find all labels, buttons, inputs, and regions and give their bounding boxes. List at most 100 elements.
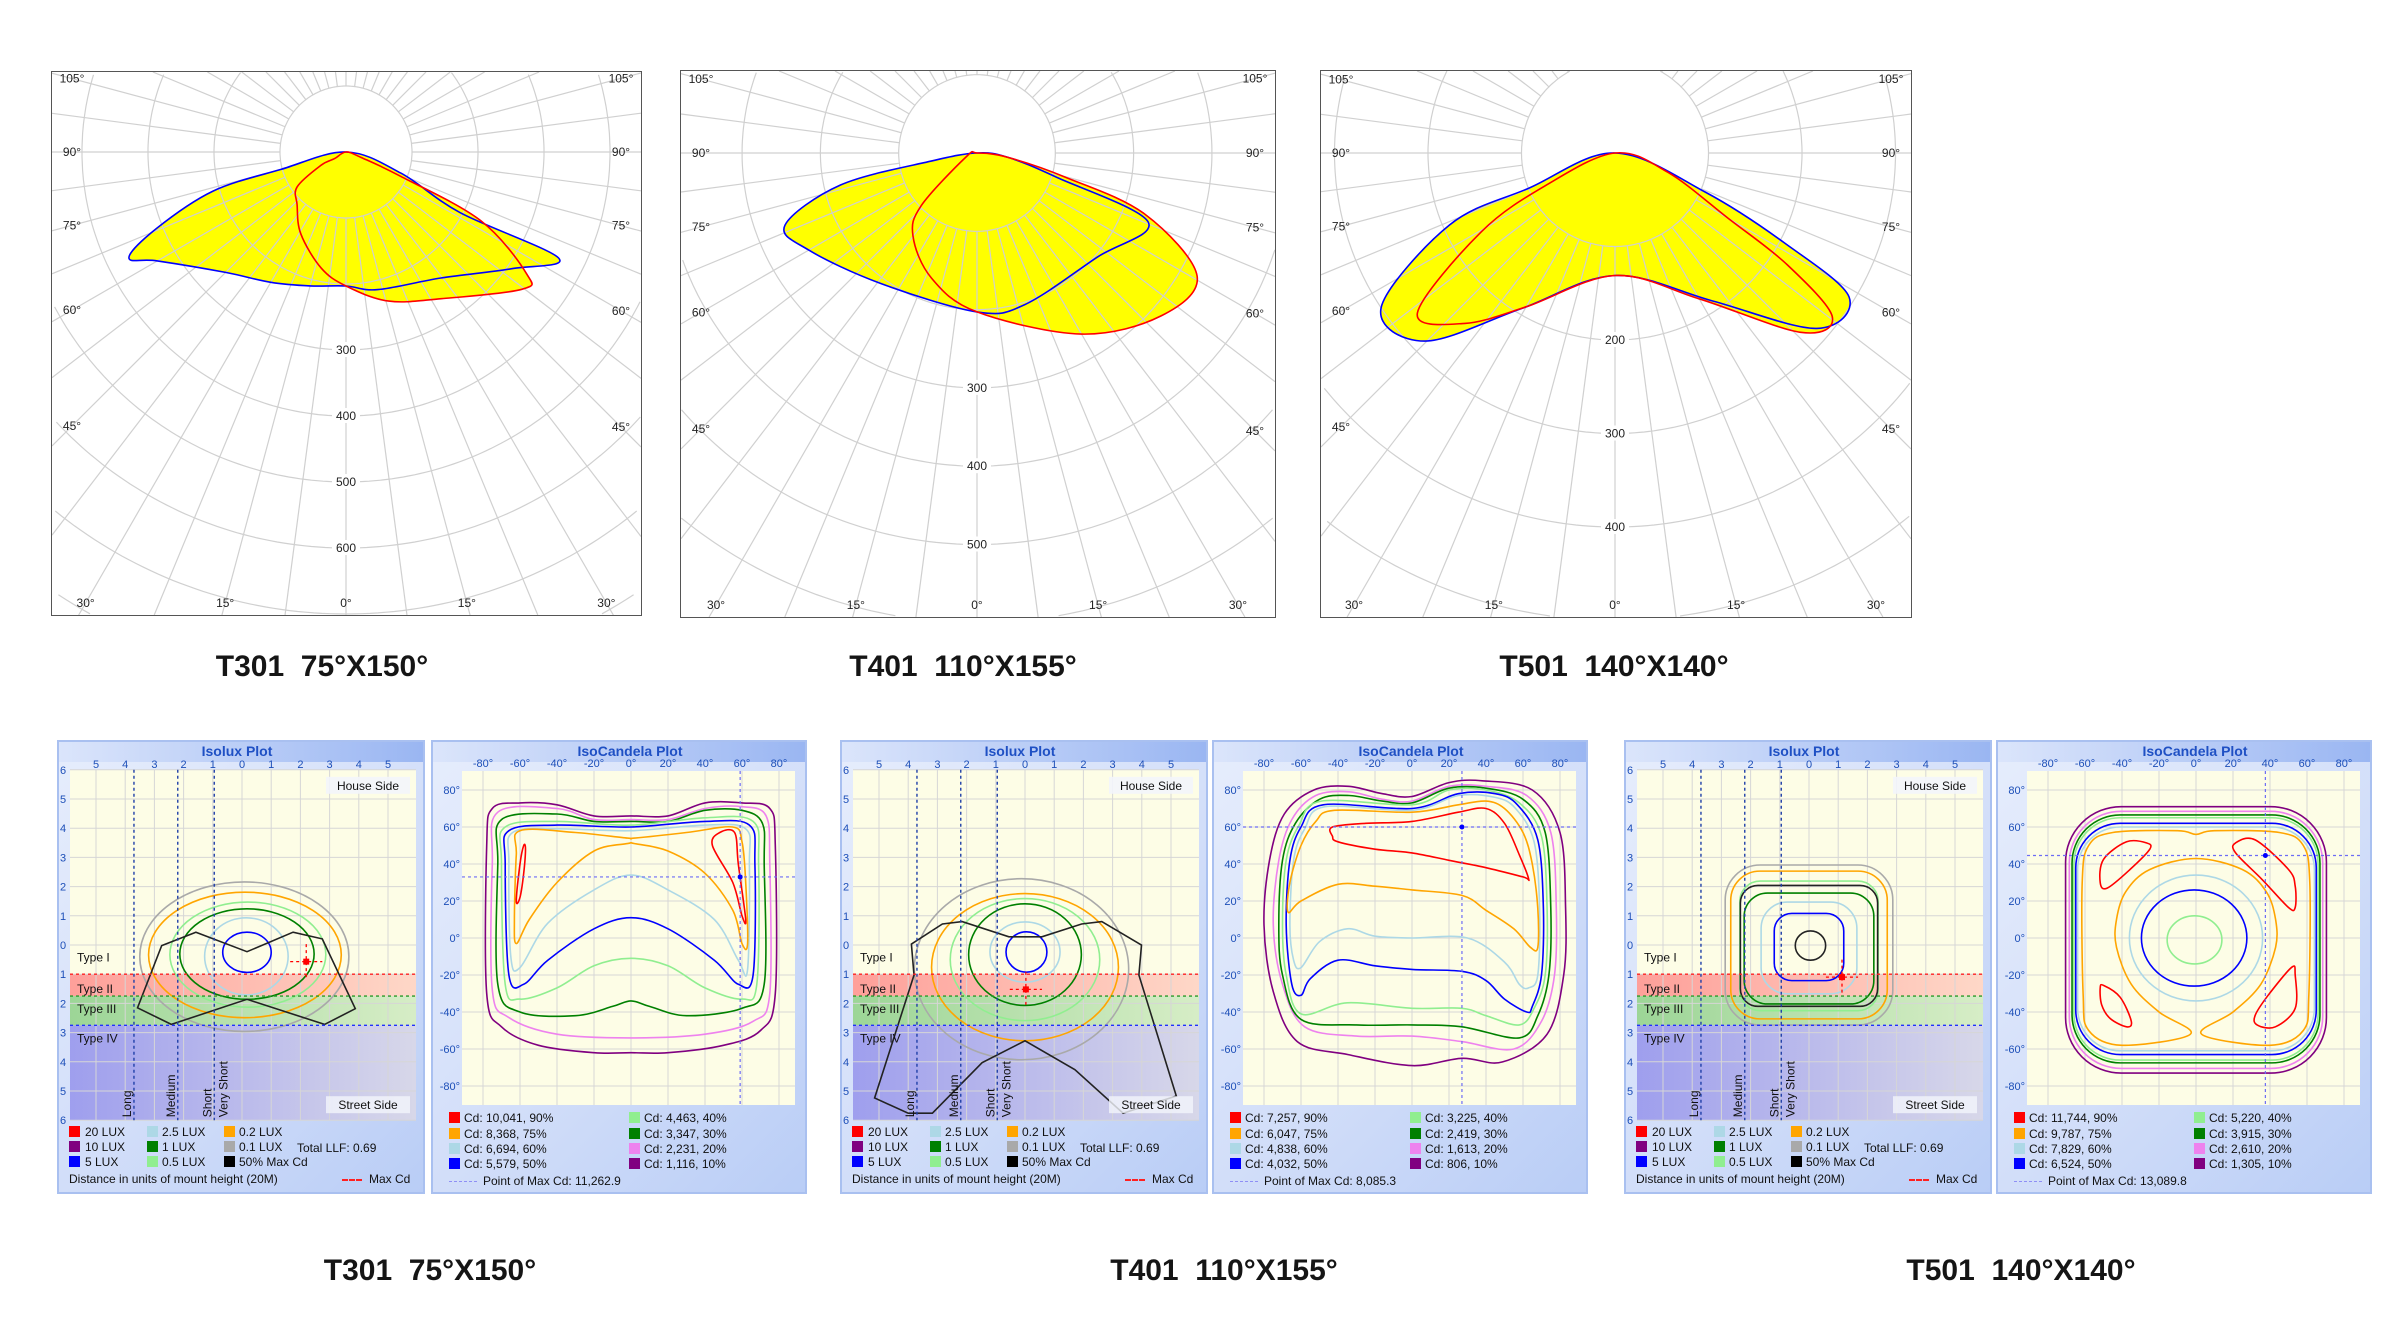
ring-label-bg (332, 408, 360, 423)
title-bar (433, 742, 805, 762)
isocandela-contour (711, 828, 747, 925)
grid-ring (81, 74, 611, 417)
grid-ray (1705, 73, 1911, 130)
angle-label: 90° (692, 146, 710, 160)
isocandela-contour (1328, 807, 1530, 882)
y-tick-label: -40° (440, 1007, 460, 1019)
grid-ray (1705, 176, 1911, 233)
legend-label: Cd: 1,116, 10% (644, 1157, 726, 1171)
angle-label: 30° (77, 596, 95, 610)
y-tick-label: 80° (2008, 785, 2025, 797)
legend-swatch (629, 1158, 640, 1169)
legend-swatch (449, 1143, 460, 1154)
x-tick-label: 3 (1718, 759, 1724, 771)
grid-ray (378, 208, 614, 615)
grid-ray (681, 73, 902, 134)
grid-ring (147, 74, 545, 351)
grid-ray (834, 71, 910, 115)
x-tick-label: 40° (697, 758, 714, 770)
angle-label: 30° (597, 596, 615, 610)
x-tick-label: 2 (181, 759, 187, 771)
y-tick-label: 2 (1627, 998, 1633, 1010)
street-side-label: Street Side (1905, 1098, 1965, 1112)
ring-label: 300 (336, 343, 356, 357)
legend-swatch (1410, 1128, 1421, 1139)
legend-swatch (1410, 1158, 1421, 1169)
legend-swatch (1230, 1128, 1241, 1139)
y-tick-label: 20° (2008, 896, 2025, 908)
legend-swatch (1007, 1141, 1018, 1152)
angle-label: 60° (612, 304, 630, 318)
ring-label-bg (332, 342, 360, 357)
legend-label: Cd: 2,231, 20% (644, 1142, 727, 1156)
max-cd-legend-label: Max Cd (369, 1172, 411, 1186)
legend-swatch (852, 1156, 863, 1167)
grid-ray (1038, 71, 1085, 106)
house-side-label: House Side (337, 779, 399, 793)
y-tick-label: -80° (440, 1081, 460, 1093)
y-tick-label: 40° (1224, 859, 1241, 871)
angle-label: 90° (1882, 146, 1900, 160)
max-cd-legend-label: Max Cd (1936, 1172, 1978, 1186)
legend-label: 0.5 LUX (945, 1155, 989, 1169)
legend-swatch (1791, 1156, 1802, 1167)
x-tick-label: 20° (660, 758, 677, 770)
y-tick-label: 0 (843, 940, 849, 952)
legend-swatch (147, 1126, 158, 1137)
grid-ray (334, 72, 338, 87)
grid-ray (681, 207, 923, 450)
legend-swatch (930, 1126, 941, 1137)
y-tick-label: 1 (60, 969, 66, 981)
ring-label-bg (963, 379, 991, 395)
caption-t501-bottom: T501 140°X140° (1906, 1254, 2136, 1287)
isocandela-contour (2231, 837, 2297, 912)
legend-label: 2.5 LUX (945, 1125, 989, 1139)
grid-ray (52, 184, 290, 323)
legend-swatch (2014, 1158, 2025, 1169)
caption-t401-bottom: T401 110°X155° (1110, 1254, 1338, 1287)
total-llf: Total LLF: 0.69 (1864, 1141, 1944, 1155)
y-tick-label: 6 (1627, 765, 1633, 777)
x-tick-label: 80° (1552, 758, 1569, 770)
y-tick-label: 60° (2008, 822, 2025, 834)
legend-swatch (1410, 1143, 1421, 1154)
max-cd-marker (303, 958, 310, 965)
legend-label: 10 LUX (1652, 1140, 1693, 1154)
grid-ray (1638, 243, 1740, 617)
grid-ray (1006, 225, 1170, 617)
x-tick-label: 20° (1441, 758, 1458, 770)
isocandela-contour (484, 800, 778, 1055)
y-tick-label: -80° (1221, 1081, 1241, 1093)
max-point-label: Point of Max Cd: 13,089.8 (2048, 1174, 2187, 1188)
caption-t401-top: T401 110°X155° (849, 650, 1077, 683)
x-tick-label: -40° (547, 758, 567, 770)
isocandela-contour (2074, 822, 2318, 1056)
grid-ray (1054, 113, 1275, 144)
ring-label-bg (332, 474, 360, 489)
legend-swatch (629, 1143, 640, 1154)
grid-ray (52, 72, 283, 136)
grid-ray (778, 71, 905, 124)
legend-label: Cd: 806, 10% (1425, 1157, 1498, 1171)
range-label: Medium (1731, 1075, 1745, 1118)
isolux-panel: Long Medium Short Very Short Type I Type II Ty… (840, 740, 1208, 1194)
grid-ray (1321, 188, 1529, 276)
angle-label: 30° (1867, 598, 1885, 612)
angle-label: 15° (458, 596, 476, 610)
isolux-contour (1743, 892, 1875, 1005)
x-tick-label: 4 (1689, 759, 1695, 771)
legend-label: 0.1 LUX (1806, 1140, 1850, 1154)
ring-label: 200 (1605, 333, 1625, 347)
grid-ray (52, 160, 281, 192)
grid-ray (370, 212, 539, 615)
isocandela-contour (490, 805, 772, 1039)
title-bar (59, 742, 423, 762)
isolux-contour (873, 920, 1178, 1115)
house-side-box (326, 776, 410, 794)
y-tick-label: 5 (1627, 794, 1633, 806)
legend-label: 1 LUX (945, 1140, 979, 1154)
legend-label: Cd: 3,915, 30% (2209, 1127, 2292, 1141)
x-tick-label: 0 (1022, 759, 1028, 771)
legend-label: Cd: 6,524, 50% (2029, 1157, 2112, 1171)
y-tick-label: 2 (843, 998, 849, 1010)
